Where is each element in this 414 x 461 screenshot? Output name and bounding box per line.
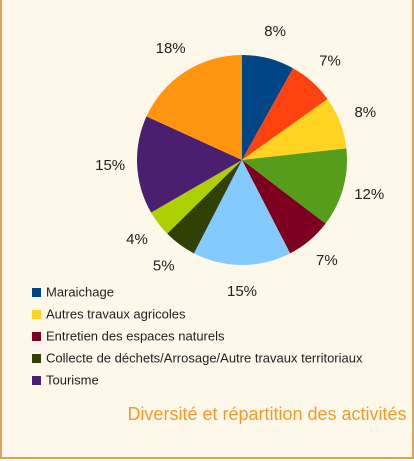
- legend-label: Maraichage: [46, 284, 114, 299]
- pie-slice: [151, 160, 242, 234]
- chart-title: Diversité et répartition des activités: [127, 404, 407, 424]
- pie-slice: [242, 68, 328, 160]
- legend-label: Tourisme: [46, 372, 99, 387]
- legend-label: Autres travaux agricoles: [46, 306, 186, 321]
- legend-swatch: [32, 354, 41, 363]
- data-label: 8%: [264, 23, 286, 40]
- legend-swatch: [32, 332, 41, 341]
- pie-slice: [146, 55, 242, 160]
- pie-slice: [242, 160, 326, 254]
- data-label: 8%: [354, 104, 376, 121]
- legend-label: Collecte de déchets/Arrosage/Autre trava…: [46, 350, 363, 365]
- chart: 8% 7% 8% 12% 7% 15% 5% 4% 15% 18% Maraichage Autres…: [32, 23, 384, 387]
- data-label: 5%: [153, 257, 175, 274]
- data-label: 15%: [227, 283, 257, 300]
- legend-label: Entretien des espaces naturels: [46, 328, 225, 343]
- pie-slice: [137, 116, 242, 213]
- pie-slice: [242, 148, 347, 224]
- pie-slice: [193, 160, 291, 265]
- legend-swatch: [32, 288, 41, 297]
- pie-slice: [242, 99, 347, 160]
- pie-slice: [242, 55, 294, 160]
- data-label: 7%: [319, 53, 341, 70]
- data-label: 15%: [95, 157, 125, 174]
- legend-swatch: [32, 376, 41, 385]
- data-label: 4%: [126, 231, 148, 248]
- data-label: 12%: [354, 186, 384, 203]
- data-label: 7%: [316, 252, 338, 269]
- legend-swatch: [32, 310, 41, 319]
- data-label: 18%: [156, 40, 186, 57]
- pie-slice: [167, 160, 242, 254]
